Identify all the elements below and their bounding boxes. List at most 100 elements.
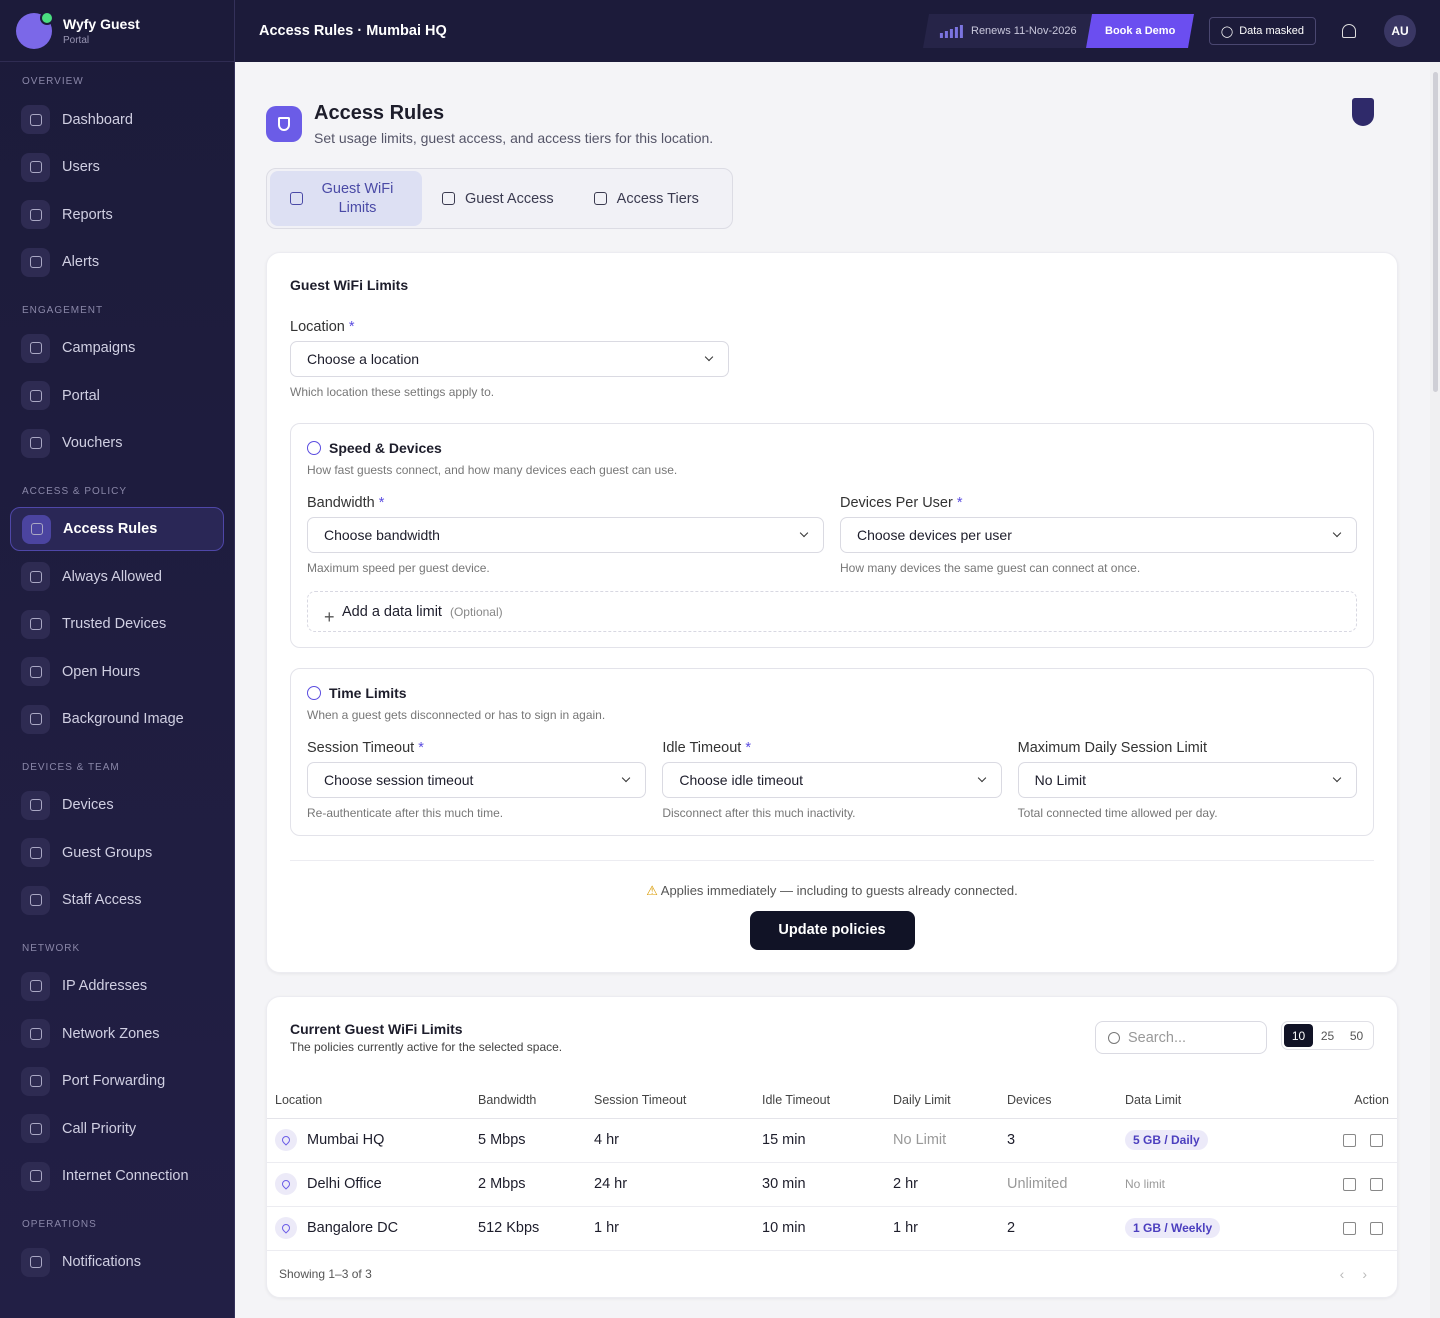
data-limit: 1 GB / Weekly (1125, 1218, 1221, 1238)
nav-item[interactable]: IP Addresses (10, 964, 224, 1008)
nav-item[interactable]: Alerts (10, 240, 224, 284)
field-label-text: Bandwidth (307, 495, 375, 511)
table-cell: 1 GB / Weekly (1125, 1206, 1285, 1251)
section-title: OVERVIEW (22, 76, 84, 87)
brand-sub: Portal (63, 34, 90, 46)
location-name: Delhi Office (307, 1176, 382, 1192)
nav-item[interactable]: Portal (10, 374, 224, 418)
nav-label: Guest Groups (62, 844, 153, 861)
table-cell: 4 hr (594, 1118, 762, 1163)
edit-button[interactable] (1343, 1177, 1356, 1191)
location-name: Mumbai HQ (307, 1132, 385, 1148)
nav-item[interactable]: Trusted Devices (10, 602, 224, 646)
edit-button[interactable] (1343, 1221, 1356, 1235)
nav-item[interactable]: Guest Groups (10, 831, 224, 875)
nav-icon (21, 428, 50, 458)
field-label: Bandwidth * (307, 495, 824, 511)
table-cell: 2 hr (893, 1162, 1007, 1207)
nav-item[interactable]: Port Forwarding (10, 1059, 224, 1103)
nav-icon (21, 790, 50, 820)
nav-item[interactable]: Vouchers (10, 421, 224, 465)
cell-text: 30 min (762, 1176, 806, 1192)
delete-button[interactable] (1370, 1177, 1383, 1191)
section-title-text: Time Limits (329, 685, 407, 701)
select[interactable]: Choose a location (290, 341, 729, 377)
nav-label: Vouchers (62, 435, 123, 451)
page-size-option[interactable]: 25 (1320, 1028, 1335, 1043)
edit-button[interactable] (1343, 1133, 1356, 1147)
nav-item[interactable]: Background Image (10, 697, 224, 741)
pin-icon (275, 1217, 297, 1239)
field-help: Total connected time allowed per day. (1017, 806, 1218, 820)
speed-fields: Bandwidth * Choose bandwidth Maximum speed … (307, 495, 1357, 575)
nav-item[interactable]: Always Allowed (10, 555, 224, 599)
section-title: ACCESS & POLICY (22, 485, 128, 497)
add-data-limit[interactable]: + Add a data limit (Optional) (307, 591, 1357, 632)
select[interactable]: Choose bandwidth (307, 517, 824, 553)
avatar[interactable]: AU (1384, 15, 1416, 47)
nav-item[interactable]: Users (10, 145, 224, 189)
table-cell: 24 hr (594, 1162, 762, 1207)
nav-label: Call Priority (62, 1120, 137, 1137)
column-header: Location (267, 1082, 478, 1119)
nav-item[interactable]: Dashboard (10, 98, 224, 142)
nav-item[interactable]: Internet Connection (10, 1154, 224, 1198)
nav-label: IP Addresses (62, 978, 148, 994)
table-header: Current Guest WiFi Limits The policies c… (267, 997, 1397, 1054)
pin-icon (275, 1129, 297, 1151)
nav-item[interactable]: Network Zones (10, 1012, 224, 1056)
required-mark: * (956, 495, 963, 511)
update-button[interactable]: Update policies (749, 911, 915, 950)
tab-icon (442, 192, 455, 205)
page-title: Access Rules (314, 102, 445, 124)
nav-label: Notifications (62, 1254, 141, 1270)
data-limit-text: Add a data limit (342, 603, 442, 620)
nav-item[interactable]: Access Rules (10, 507, 224, 551)
nav-item[interactable]: Staff Access (10, 878, 224, 922)
select[interactable]: Choose idle timeout (662, 762, 1002, 798)
tab[interactable]: Guest WiFi Limits (270, 171, 422, 226)
nav-icon (21, 1114, 50, 1143)
table-cell: Delhi Office (267, 1162, 478, 1207)
field-help: Which location these settings apply to. (290, 385, 495, 399)
section-desc: When a guest gets disconnected or has to… (307, 708, 606, 722)
field: Maximum Daily Session Limit No Limit Total… (1017, 740, 1357, 820)
page-size-option[interactable]: 10 (1284, 1024, 1313, 1047)
tab[interactable]: Access Tiers (574, 171, 719, 226)
table-cell: 2 Mbps (478, 1162, 594, 1207)
field: Devices Per User * Choose devices per user… (840, 495, 1357, 575)
data-masked[interactable]: ◯ Data masked (1208, 17, 1316, 45)
tab[interactable]: Guest Access (422, 171, 574, 226)
select[interactable]: Choose devices per user (840, 517, 1357, 553)
location-cell: Bangalore DC (275, 1217, 478, 1239)
nav-icon (21, 657, 50, 686)
data-limit: 5 GB / Daily (1125, 1130, 1208, 1150)
nav-label: Campaigns (62, 340, 136, 356)
select[interactable]: No Limit (1017, 762, 1357, 798)
data-masked-text: Data masked (1239, 25, 1304, 37)
delete-button[interactable] (1370, 1221, 1383, 1235)
scrollbar (1430, 62, 1440, 1318)
delete-button[interactable] (1370, 1133, 1383, 1147)
table-footer: Showing 1–3 of 3 ‹› (279, 1265, 1385, 1282)
brand-name: Wyfy Guest (63, 15, 140, 32)
nav-item[interactable]: Notifications (10, 1240, 224, 1284)
limits-table: Location Bandwidth Session Timeout Idle Tim… (267, 1082, 1397, 1251)
page-size-option[interactable]: 50 (1349, 1028, 1364, 1043)
table-cell: 512 Kbps (478, 1206, 594, 1251)
nav-item[interactable]: Call Priority (10, 1107, 224, 1151)
nav-item[interactable]: Campaigns (10, 326, 224, 370)
brand: Wyfy Guest Portal (0, 0, 234, 62)
nav-item[interactable]: Devices (10, 783, 224, 827)
nav-item[interactable]: Reports (10, 193, 224, 237)
required-mark: * (348, 319, 355, 335)
tabs: Guest WiFi Limits Guest Access Access Tier… (266, 168, 733, 229)
nav-icon (21, 1066, 50, 1096)
select[interactable]: Choose session timeout (307, 762, 647, 798)
actions (1285, 1177, 1397, 1191)
nav-item[interactable]: Open Hours (10, 650, 224, 694)
notifications-bell[interactable] (1342, 24, 1356, 38)
book-demo[interactable]: Book a Demo (1085, 14, 1194, 48)
nav-icon (21, 562, 50, 591)
search[interactable]: Search... (1095, 1021, 1267, 1054)
